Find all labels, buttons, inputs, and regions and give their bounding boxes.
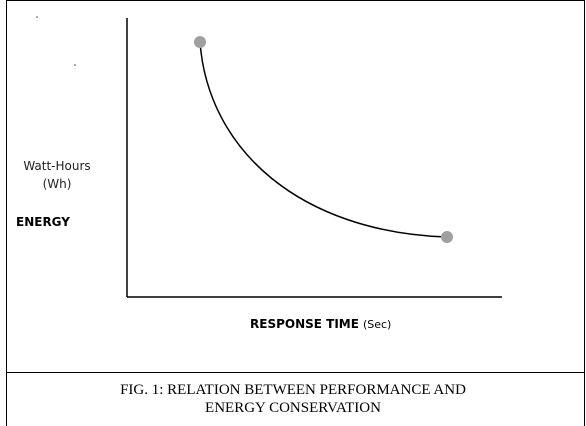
caption: FIG. 1: RELATION BETWEEN PERFORMANCE AND: [120, 382, 466, 398]
curve-start: [194, 36, 206, 48]
x-axis-name: RESPONSE TIME: [250, 317, 359, 331]
figure-frame: [6, 0, 585, 373]
curve: [199, 41, 448, 238]
x-axis-unit: (Sec): [363, 318, 391, 331]
speck: [74, 64, 76, 66]
curve-end: [441, 231, 453, 243]
y-unit: Watt-Hours: [23, 159, 90, 173]
speck: [36, 16, 38, 18]
caption: ENERGY CONSERVATION: [205, 400, 381, 416]
y-axis-title: ENERGY: [16, 215, 70, 229]
y-unit: (Wh): [43, 177, 72, 191]
x-axis-title: RESPONSE TIME (Sec): [250, 317, 391, 331]
